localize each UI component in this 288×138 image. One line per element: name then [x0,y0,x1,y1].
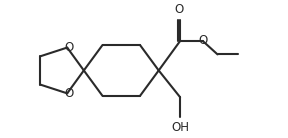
Text: O: O [64,41,73,54]
Text: OH: OH [171,121,189,134]
Text: O: O [198,34,207,47]
Text: O: O [64,87,73,100]
Text: O: O [174,3,183,16]
